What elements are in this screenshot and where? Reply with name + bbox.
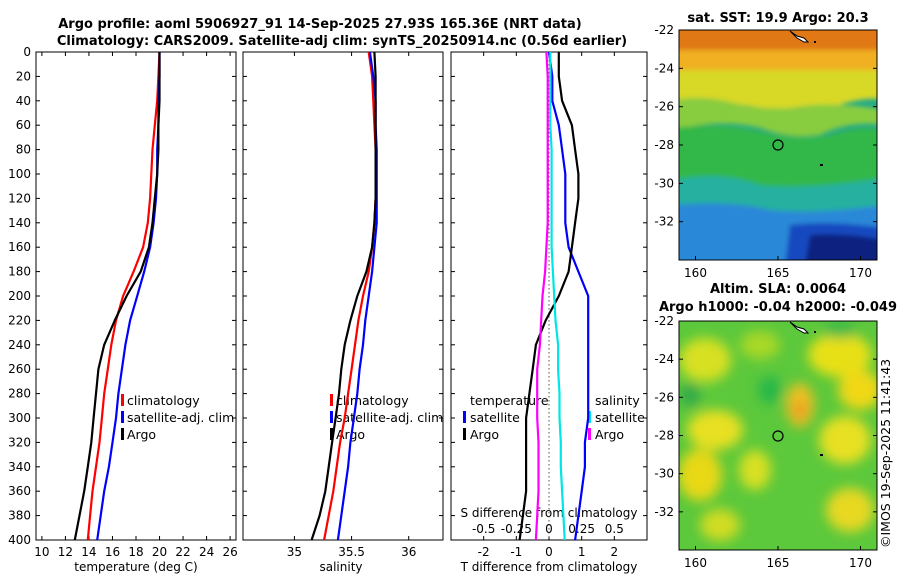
x-tick-label: 35 bbox=[287, 545, 302, 559]
y-tick-label: 100 bbox=[8, 167, 31, 181]
argo-location-marker bbox=[772, 139, 784, 151]
x-tick-label: 1 bbox=[578, 545, 586, 559]
x-tick-label: 24 bbox=[199, 545, 214, 559]
title-line2: Climatology: CARS2009. Satellite-adj cli… bbox=[57, 34, 627, 49]
map-y-tick-label: -30 bbox=[654, 176, 674, 190]
x-tick-label: 14 bbox=[81, 545, 96, 559]
y-tick-label: 0 bbox=[23, 45, 31, 59]
x-tick-label: 16 bbox=[105, 545, 120, 559]
series-line-temperature-satellite bbox=[547, 51, 590, 541]
map-x-tick-label: 170 bbox=[849, 556, 872, 570]
map-y-tick-label: -22 bbox=[654, 23, 674, 37]
y-tick-label: 160 bbox=[8, 240, 31, 254]
y-tick-label: 260 bbox=[8, 362, 31, 376]
salinity-panel bbox=[242, 51, 444, 541]
x-tick-label: -1 bbox=[510, 545, 522, 559]
y-tick-label: 220 bbox=[8, 313, 31, 327]
top-tick-label: -0.5 bbox=[472, 522, 495, 536]
legend-argo: Argo bbox=[127, 427, 156, 442]
series-line-argo bbox=[310, 51, 377, 541]
title-line1: Argo profile: aoml 5906927_91 14-Sep-202… bbox=[58, 17, 582, 32]
legend-salinity-title: salinity bbox=[595, 393, 640, 408]
series-line-salinity-argo bbox=[534, 51, 549, 541]
y-tick-label: 300 bbox=[8, 411, 31, 425]
map-y-tick-label: -30 bbox=[654, 467, 674, 481]
map-y-tick-label: -28 bbox=[654, 429, 674, 443]
argo-location-marker bbox=[772, 430, 784, 442]
map-y-tick-label: -24 bbox=[654, 352, 674, 366]
map-x-tick-label: 165 bbox=[767, 556, 790, 570]
temperature-panel bbox=[35, 51, 237, 541]
y-tick-label: 360 bbox=[8, 484, 31, 498]
map-y-tick-label: -32 bbox=[654, 505, 674, 519]
temperature-xlabel: temperature (deg C) bbox=[74, 560, 197, 574]
legend-sal-argo: Argo bbox=[595, 427, 624, 442]
legend-satellite-adj: satellite-adj. clim bbox=[127, 410, 234, 425]
top-tick-label: 0.5 bbox=[605, 522, 624, 536]
x-tick-label: -2 bbox=[478, 545, 490, 559]
x-tick-label: 18 bbox=[128, 545, 143, 559]
legend-satellite-adj: satellite-adj. clim bbox=[336, 410, 443, 425]
difference-legend: temperature satellite Argo salinity sate… bbox=[463, 393, 645, 442]
legend-sal-satellite: satellite bbox=[595, 410, 645, 425]
y-tick-label: 280 bbox=[8, 387, 31, 401]
temperature-legend: climatology satellite-adj. clim Argo bbox=[121, 393, 234, 442]
map-y-tick-label: -24 bbox=[654, 61, 674, 75]
x-tick-label: 0 bbox=[545, 545, 553, 559]
y-tick-label: 240 bbox=[8, 338, 31, 352]
y-tick-label: 200 bbox=[8, 289, 31, 303]
y-tick-label: 60 bbox=[16, 118, 31, 132]
series-line-climatology bbox=[86, 51, 161, 541]
legend-temp-argo: Argo bbox=[470, 427, 499, 442]
sla-map-title-line1: Altim. SLA: 0.0064 bbox=[710, 282, 846, 297]
salinity-xlabel: salinity bbox=[319, 560, 362, 574]
y-tick-label: 120 bbox=[8, 191, 31, 205]
map-y-tick-label: -32 bbox=[654, 215, 674, 229]
x-tick-label: 22 bbox=[175, 545, 190, 559]
x-tick-label: 20 bbox=[152, 545, 167, 559]
y-tick-label: 320 bbox=[8, 435, 31, 449]
map-x-tick-label: 165 bbox=[767, 266, 790, 280]
sla-map bbox=[678, 320, 878, 551]
legend-climatology: climatology bbox=[127, 393, 200, 408]
copyright-stamp: ©IMOS 19-Sep-2025 11:41:43 bbox=[878, 358, 893, 548]
difference-xlabel: T difference from climatology bbox=[460, 560, 638, 574]
series-line-temperature-argo bbox=[518, 52, 580, 541]
x-tick-label: 12 bbox=[58, 545, 73, 559]
y-tick-label: 80 bbox=[16, 143, 31, 157]
sst-map-title: sat. SST: 19.9 Argo: 20.3 bbox=[687, 11, 868, 26]
map-y-tick-label: -28 bbox=[654, 138, 674, 152]
map-x-tick-label: 160 bbox=[684, 266, 707, 280]
map-x-tick-label: 160 bbox=[684, 556, 707, 570]
sst-map bbox=[678, 29, 878, 261]
top-tick-label: -0.25 bbox=[501, 522, 532, 536]
top-tick-label: 0 bbox=[545, 522, 553, 536]
map-y-tick-label: -26 bbox=[654, 100, 674, 114]
series-line-salinity-satellite bbox=[549, 52, 566, 541]
x-tick-label: 35.5 bbox=[338, 545, 365, 559]
legend-climatology: climatology bbox=[336, 393, 409, 408]
chart-marks: 0204060801001201401601802002202402602803… bbox=[8, 23, 877, 570]
y-tick-label: 40 bbox=[16, 94, 31, 108]
y-tick-label: 20 bbox=[16, 69, 31, 83]
y-tick-label: 140 bbox=[8, 216, 31, 230]
top-tick-label: 0.25 bbox=[568, 522, 595, 536]
map-x-tick-label: 170 bbox=[849, 266, 872, 280]
x-tick-label: 10 bbox=[34, 545, 49, 559]
y-tick-label: 340 bbox=[8, 460, 31, 474]
series-line-argo bbox=[73, 52, 161, 541]
legend-temp-satellite: satellite bbox=[470, 410, 520, 425]
y-tick-label: 400 bbox=[8, 533, 31, 547]
map-y-tick-label: -22 bbox=[654, 314, 674, 328]
x-tick-label: 2 bbox=[611, 545, 619, 559]
y-tick-label: 180 bbox=[8, 265, 31, 279]
x-tick-label: 26 bbox=[222, 545, 237, 559]
x-tick-label: 36 bbox=[401, 545, 416, 559]
y-tick-label: 380 bbox=[8, 509, 31, 523]
map-y-tick-label: -26 bbox=[654, 390, 674, 404]
sla-map-title-line2: Argo h1000: -0.04 h2000: -0.049 bbox=[659, 300, 897, 315]
